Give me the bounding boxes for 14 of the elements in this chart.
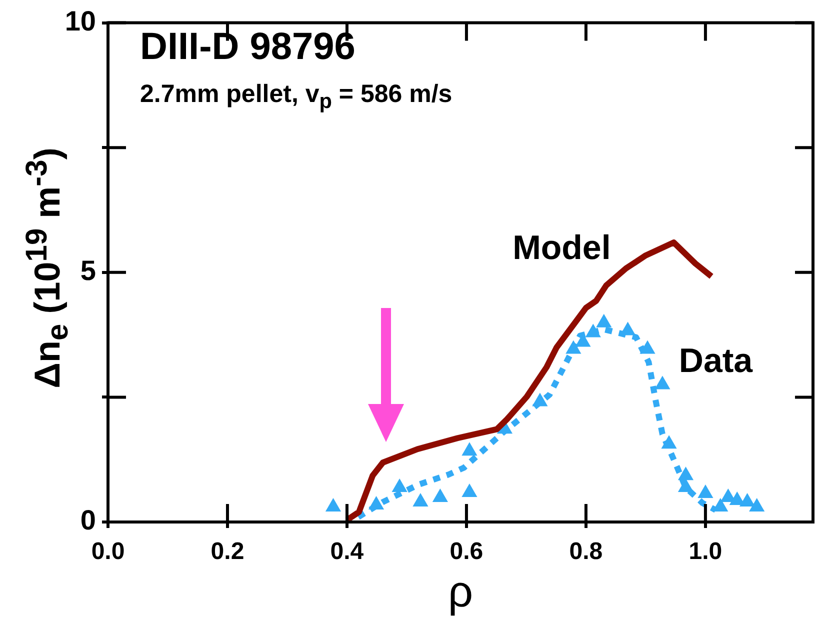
x-tick-label: 1.0 bbox=[688, 538, 722, 566]
chart-title: DIII-D 98796 bbox=[140, 26, 356, 69]
series-label: Model bbox=[512, 228, 611, 267]
x-tick-label: 0.2 bbox=[210, 538, 244, 566]
x-tick-label: 0.4 bbox=[330, 538, 364, 566]
x-tick-label: 0.0 bbox=[91, 538, 125, 566]
y-tick-label: 10 bbox=[64, 6, 96, 37]
x-axis-title: ρ bbox=[448, 568, 474, 617]
y-tick-label: 0 bbox=[80, 504, 96, 536]
text: 2.7mm pellet, v$_{p}$ = 586 m/s bbox=[140, 80, 452, 114]
series-label: Data bbox=[678, 342, 754, 380]
x-tick-label: 0.8 bbox=[569, 538, 603, 566]
y-tick-label: 5 bbox=[80, 255, 96, 286]
x-tick-label: 0.6 bbox=[450, 538, 484, 566]
